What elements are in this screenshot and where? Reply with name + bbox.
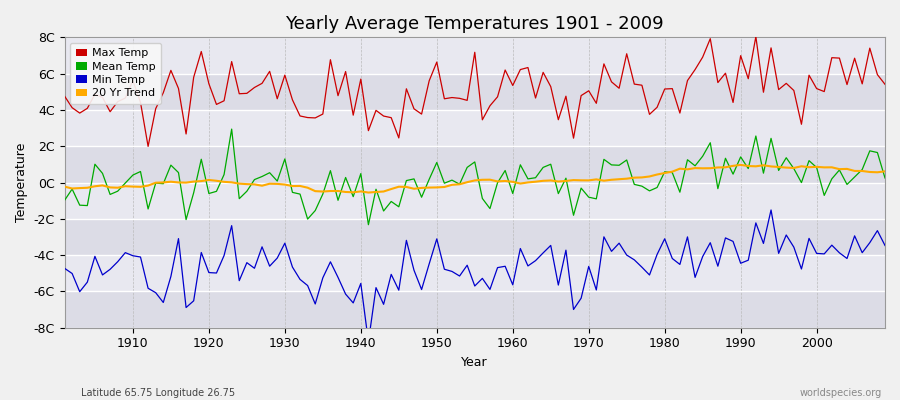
Text: Latitude 65.75 Longitude 26.75: Latitude 65.75 Longitude 26.75 (81, 388, 235, 398)
X-axis label: Year: Year (462, 356, 488, 369)
Bar (65, 219, 885, 255)
Bar (65, 146, 885, 182)
Legend: Max Temp, Mean Temp, Min Temp, 20 Yr Trend: Max Temp, Mean Temp, Min Temp, 20 Yr Tre… (70, 43, 161, 104)
Bar (65, 255, 885, 292)
Title: Yearly Average Temperatures 1901 - 2009: Yearly Average Temperatures 1901 - 2009 (285, 15, 664, 33)
Bar (65, 74, 885, 110)
Bar (65, 292, 885, 328)
Bar (65, 182, 885, 219)
Y-axis label: Temperature: Temperature (15, 143, 28, 222)
Bar (65, 37, 885, 74)
Text: worldspecies.org: worldspecies.org (800, 388, 882, 398)
Bar (65, 110, 885, 146)
